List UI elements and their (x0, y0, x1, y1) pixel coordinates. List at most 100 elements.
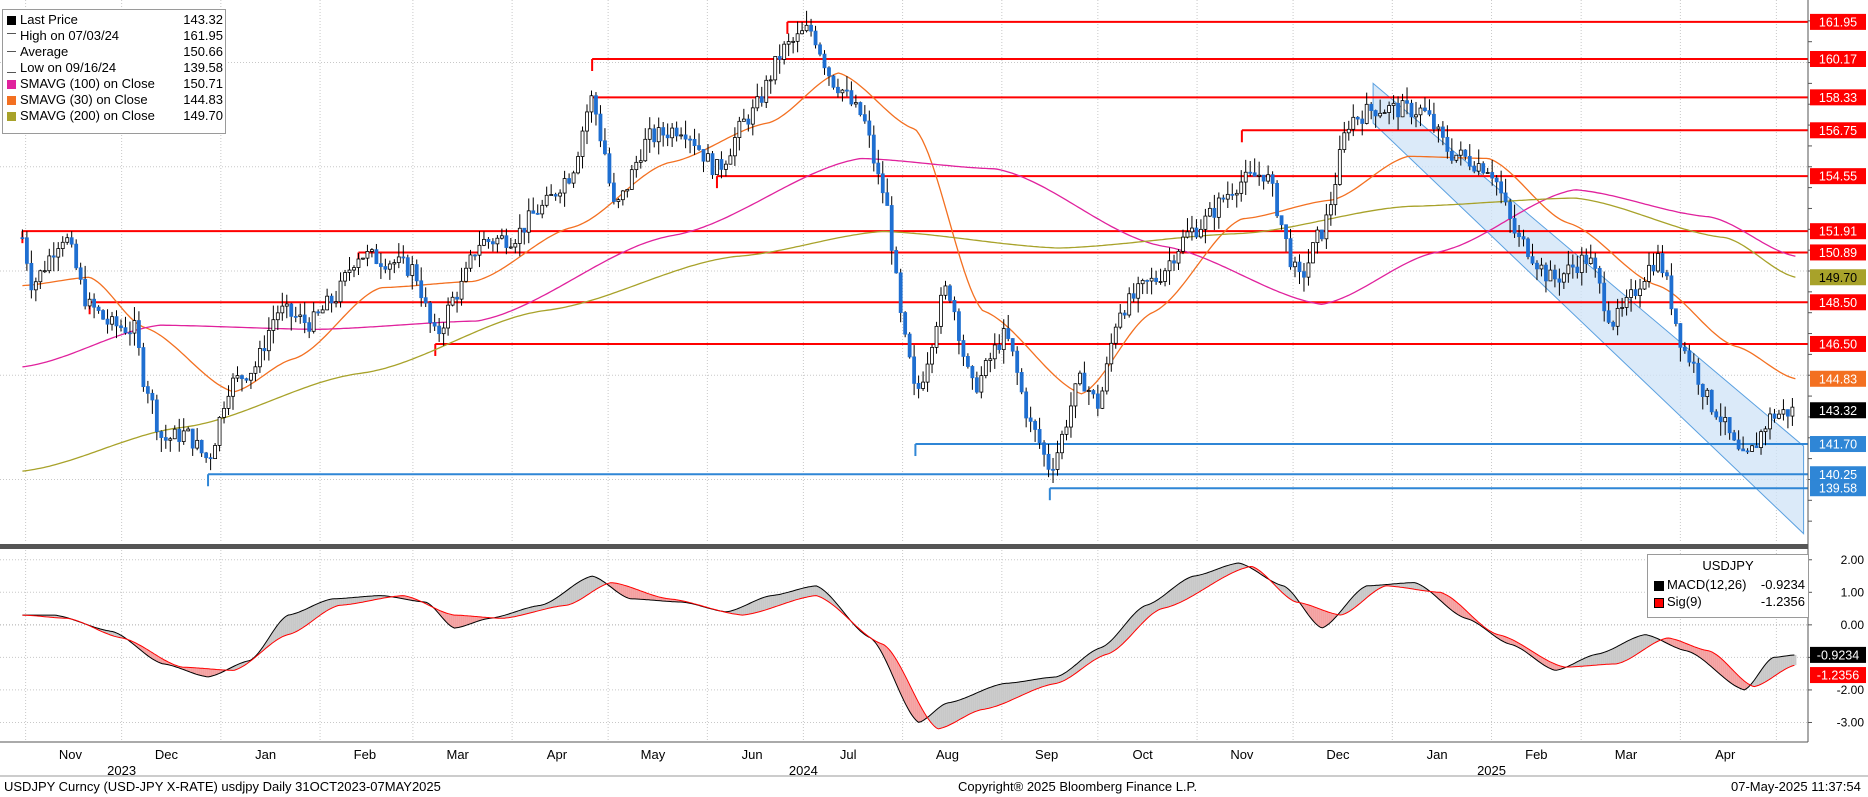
macd-histogram-fill (1406, 582, 1409, 589)
candle-body (683, 134, 688, 140)
macd-histogram-fill (1744, 681, 1747, 690)
macd-histogram-fill (336, 598, 339, 607)
candle-body (1216, 197, 1221, 218)
macd-histogram-fill (1578, 660, 1581, 667)
legend-swatch (7, 112, 16, 122)
candle-body (387, 263, 392, 270)
candle-body (154, 399, 159, 433)
macd-histogram-fill (1214, 569, 1217, 583)
candle-body (1418, 107, 1423, 116)
candle-body (764, 79, 769, 103)
candle-body (1494, 177, 1499, 183)
candle-body (1741, 448, 1746, 452)
candle-body (159, 431, 164, 438)
macd-histogram-fill (1186, 577, 1189, 600)
macd-histogram-fill (452, 614, 455, 629)
macd-histogram-fill (816, 585, 819, 597)
macd-histogram-fill (520, 609, 523, 616)
candle-body (1405, 100, 1409, 104)
macd-histogram-fill (772, 595, 775, 608)
macd-histogram-fill (988, 687, 991, 709)
x-tick-label: Mar (447, 747, 470, 762)
candle-body (1284, 224, 1288, 240)
candle-body (217, 416, 222, 446)
macd-histogram-fill (774, 594, 777, 608)
candle-body (1324, 214, 1329, 240)
macd-histogram-fill (1716, 654, 1719, 673)
candle-body (871, 134, 876, 164)
level-value-label-bg (1810, 466, 1866, 483)
macd-histogram-fill (526, 607, 529, 614)
level-value-label: 148.50 (1810, 294, 1866, 311)
macd-histogram-fill (276, 623, 279, 641)
candle-body (1145, 279, 1150, 282)
x-tick-label: Feb (354, 747, 376, 762)
high-marker-icon (7, 32, 16, 41)
candle-body (96, 306, 101, 311)
candle-body (741, 118, 746, 122)
x-tick-label: May (641, 747, 666, 762)
macd-histogram-fill (938, 706, 941, 729)
level-value-label-text: 148.50 (1819, 296, 1857, 310)
candle-body (710, 153, 715, 176)
macd-histogram-fill (1596, 653, 1599, 666)
macd-histogram-fill (1392, 583, 1395, 587)
macd-histogram-fill (1236, 563, 1239, 572)
signal-line (22, 565, 1795, 730)
price-value-label-text: 149.70 (1819, 271, 1857, 285)
macd-histogram-fill (1294, 595, 1297, 603)
candle-body (172, 428, 177, 440)
macd-histogram-fill (584, 577, 587, 597)
macd-histogram-fill (1772, 657, 1775, 678)
level-value-label-text: 154.55 (1819, 170, 1857, 184)
macd-histogram-fill (1012, 682, 1015, 700)
macd-histogram-fill (652, 594, 655, 601)
macd-histogram-fill (1372, 585, 1375, 594)
candle-body (1095, 393, 1100, 409)
candle-body (1526, 238, 1530, 258)
macd-histogram-fill (1460, 605, 1463, 618)
candle-body (531, 210, 536, 214)
footer-security-description: USDJPY Curncy (USD-JPY X-RATE) usdjpy Da… (4, 779, 441, 794)
macd-histogram-fill (978, 691, 981, 711)
macd-histogram-fill (552, 599, 555, 608)
macd-histogram-fill (1078, 660, 1081, 672)
macd-histogram-fill (110, 631, 113, 636)
macd-histogram-fill (586, 577, 589, 596)
macd-histogram-fill (1608, 649, 1611, 665)
macd-histogram-fill (234, 665, 237, 671)
macd-histogram-fill (916, 698, 919, 723)
candle-body (1086, 390, 1091, 392)
level-value-label-text: 156.75 (1819, 124, 1857, 138)
candle-body (446, 304, 450, 329)
level-value-label-text: 160.17 (1819, 52, 1857, 66)
candle-body (1458, 149, 1463, 156)
macd-histogram-fill (940, 705, 943, 729)
candle-body (78, 267, 83, 280)
macd-histogram-fill (1548, 660, 1551, 669)
macd-histogram-fill (372, 595, 375, 601)
macd-histogram-fill (1706, 650, 1709, 665)
macd-histogram-fill (984, 688, 987, 710)
candle-body (1736, 439, 1741, 450)
level-value-label-bg (1810, 480, 1866, 497)
candle-body (231, 377, 235, 397)
macd-histogram-fill (1414, 582, 1417, 590)
macd-histogram-fill (200, 668, 203, 676)
macd-histogram-fill (340, 598, 343, 606)
macd-histogram-fill (578, 581, 581, 601)
candle-body (69, 237, 74, 245)
macd-histogram-fill (1322, 609, 1325, 628)
candle-body (849, 90, 854, 105)
macd-histogram-fill (210, 668, 213, 677)
macd-histogram-fill (1184, 578, 1187, 601)
candle-body (437, 325, 442, 335)
macd-histogram-fill (1080, 659, 1083, 670)
macd-histogram-fill (1230, 564, 1233, 574)
macd-histogram-fill (450, 614, 453, 628)
candle-body (1570, 264, 1575, 268)
macd-histogram-fill (1194, 575, 1197, 595)
level-value-label-text: 161.95 (1819, 15, 1857, 29)
candle-body (1575, 266, 1580, 273)
candle-body (33, 281, 38, 291)
